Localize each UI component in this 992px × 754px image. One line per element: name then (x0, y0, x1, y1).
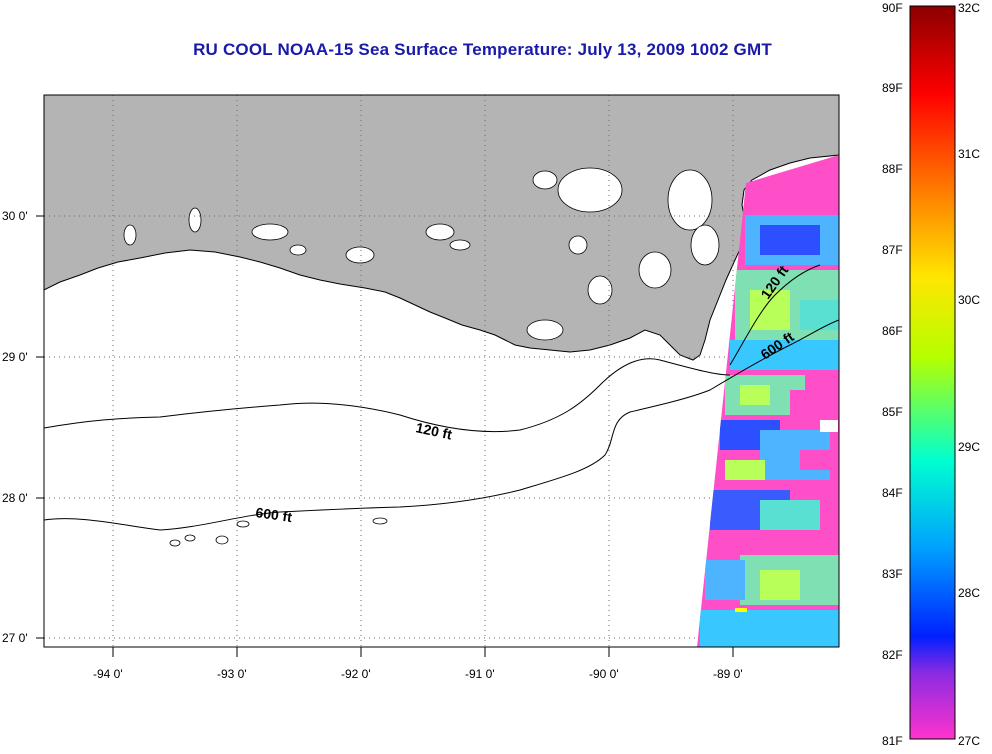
lat-label: 28 0' (2, 491, 28, 505)
scale-f-label: 90F (882, 1, 903, 15)
scale-f-label: 81F (882, 734, 903, 748)
scale-f-label: 84F (882, 486, 903, 500)
lake (345, 246, 375, 264)
marsh (638, 251, 672, 289)
scale-f-label: 83F (882, 567, 903, 581)
lake (251, 223, 289, 241)
scale-c-label: 28C (958, 586, 980, 600)
lon-label: -91 0' (465, 667, 495, 681)
lake (532, 170, 558, 190)
contour-label-120ft: 120 ft (414, 419, 453, 442)
lake (667, 169, 713, 231)
lake (568, 235, 588, 255)
lon-label: -94 0' (93, 667, 123, 681)
color-bar (909, 5, 956, 740)
scale-f-label: 86F (882, 324, 903, 338)
scale-c-label: 31C (958, 147, 980, 161)
contour-120ft-north (729, 264, 821, 366)
map-frame (43, 94, 840, 648)
scale-c-label: 27C (958, 734, 980, 748)
lon-label: -89 0' (713, 667, 743, 681)
scale-f-label: 88F (882, 162, 903, 176)
lake (425, 223, 455, 241)
lon-label: -90 0' (589, 667, 619, 681)
scale-f-label: 85F (882, 405, 903, 419)
contour-label-600ft: 600 ft (255, 504, 294, 525)
lake (123, 224, 137, 246)
lake (557, 167, 623, 213)
lat-label: 29 0' (2, 350, 28, 364)
lake (289, 244, 307, 256)
scale-c-label: 30C (958, 293, 980, 307)
chart-title: RU COOL NOAA-15 Sea Surface Temperature:… (193, 40, 772, 59)
scale-c-label: 32C (958, 1, 980, 15)
lon-label: -92 0' (341, 667, 371, 681)
contour-120ft (43, 358, 731, 433)
lat-label: 30 0' (2, 209, 28, 223)
lake (188, 207, 202, 233)
bathymetry-contours (43, 264, 840, 531)
contour-600ft (43, 319, 840, 531)
lat-label: 27 0' (2, 631, 28, 645)
shoals (169, 517, 388, 547)
scale-c-label: 29C (958, 440, 980, 454)
scale-f-label: 87F (882, 243, 903, 257)
scale-f-label: 89F (882, 81, 903, 95)
scale-f-label: 82F (882, 648, 903, 662)
lake (449, 239, 471, 251)
marsh (690, 224, 720, 266)
marsh (526, 319, 564, 341)
lon-label: -93 0' (217, 667, 247, 681)
axis-ticks (36, 215, 734, 657)
marsh (587, 275, 613, 305)
